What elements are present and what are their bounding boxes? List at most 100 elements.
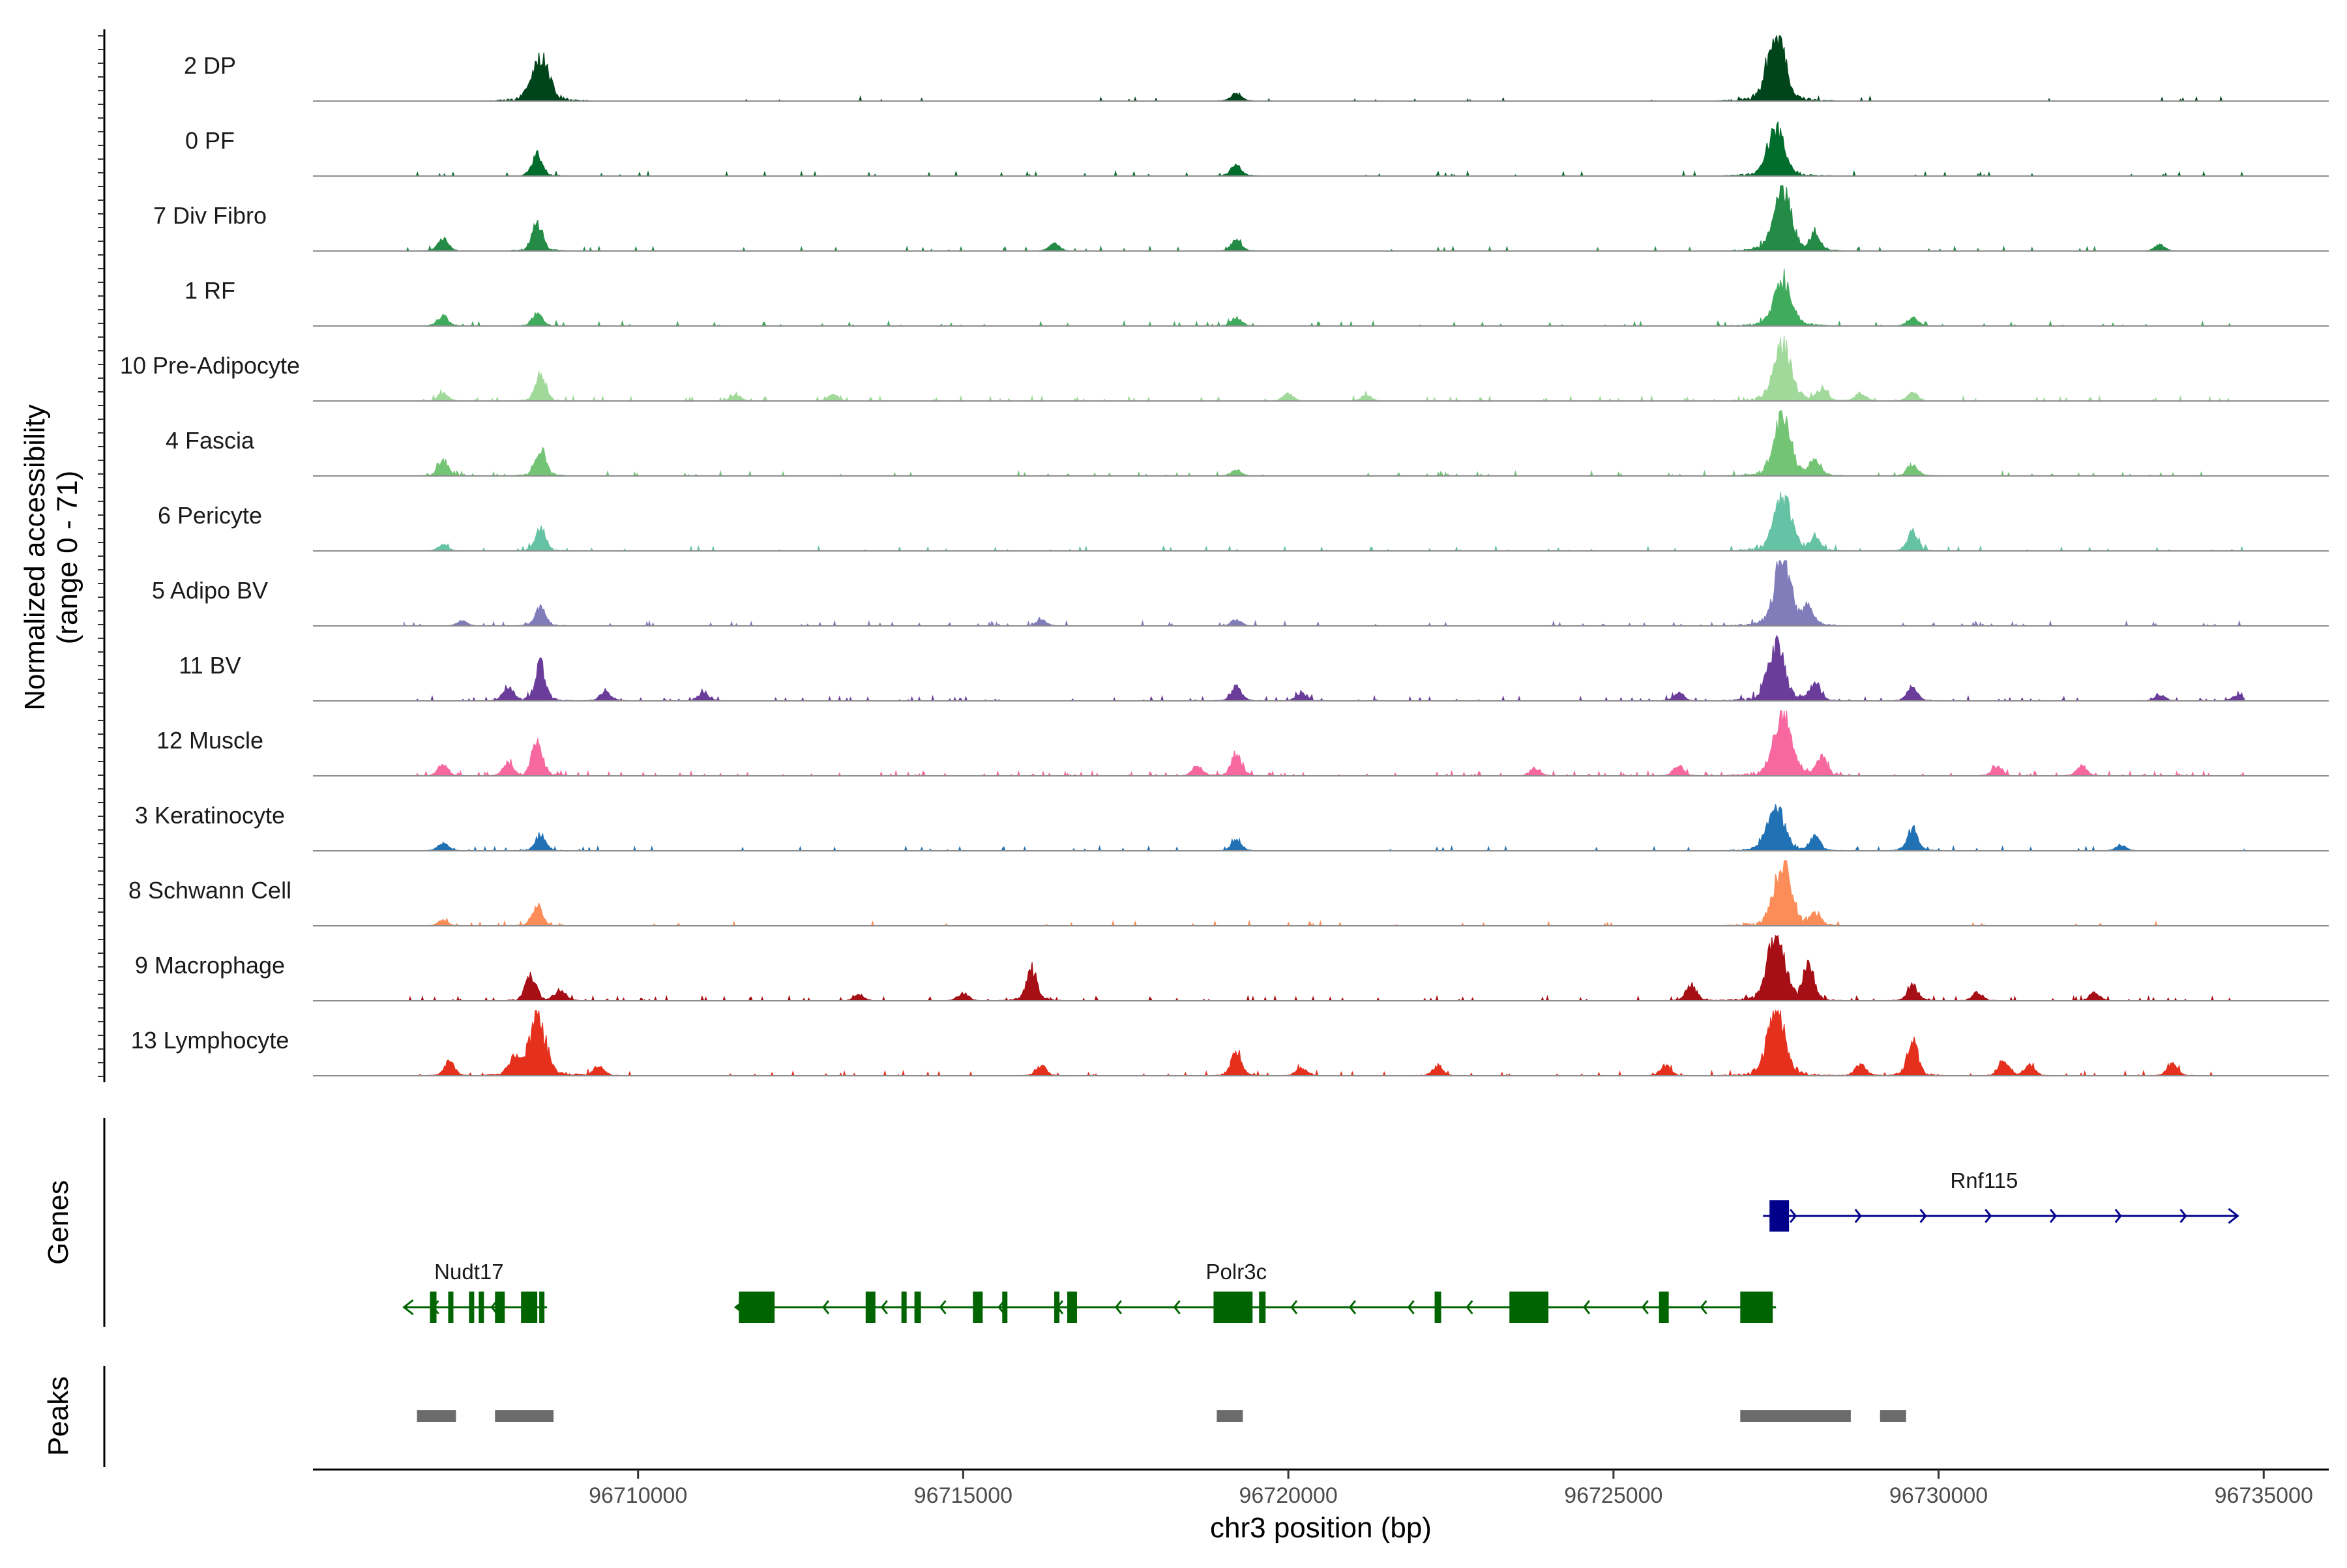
gene-Rnf115: Rnf115 <box>1763 1168 2239 1232</box>
exon <box>1002 1292 1008 1323</box>
strand-arrow <box>939 1300 947 1314</box>
peak-region <box>495 1410 554 1422</box>
exon <box>469 1292 475 1323</box>
track-label: 12 Muscle <box>156 727 263 754</box>
track-1: 2 DP <box>184 35 2329 102</box>
track-label: 0 PF <box>185 127 235 154</box>
exon <box>1769 1200 1790 1232</box>
track-14: 13 Lymphocyte <box>131 1009 2329 1076</box>
track-6: 4 Fascia <box>166 410 2329 477</box>
strand-arrow <box>1789 1209 1797 1223</box>
track-12: 8 Schwann Cell <box>128 860 2329 927</box>
strand-arrow <box>1407 1300 1415 1314</box>
gene-Nudt17: Nudt17 <box>402 1260 548 1323</box>
gene-label: Nudt17 <box>434 1260 503 1284</box>
strand-arrow <box>1583 1300 1591 1314</box>
exon <box>430 1292 437 1323</box>
y-axis-title-line2: (range 0 - 71) <box>52 471 83 645</box>
exon <box>521 1292 538 1323</box>
exon <box>1659 1292 1669 1323</box>
strand-arrow <box>2114 1209 2122 1223</box>
genes-panel: Rnf115 Nudt17 Polr3c <box>402 1168 2239 1323</box>
track-8: 5 Adipo BV <box>152 560 2329 628</box>
strand-arrow <box>1173 1300 1181 1314</box>
strand-arrow <box>1854 1209 1862 1223</box>
peak-region <box>417 1410 456 1422</box>
peak-region <box>1740 1410 1851 1422</box>
exon <box>1434 1292 1441 1323</box>
strand-arrow <box>1700 1300 1707 1314</box>
exon <box>448 1292 454 1323</box>
track-label: 4 Fascia <box>166 427 255 454</box>
track-label: 1 RF <box>185 277 235 304</box>
exon <box>865 1292 876 1323</box>
x-tick-label: 96730000 <box>1889 1483 1988 1508</box>
y-axis <box>98 29 106 1082</box>
strand-arrow <box>2049 1209 2058 1223</box>
coverage-tracks: 2 DP 0 PF 7 Div Fibro 1 RF 10 Pre-Adipocyte 4… <box>120 35 2329 1076</box>
x-tick-label: 96725000 <box>1564 1483 1662 1508</box>
peaks-panel-title: Peaks <box>42 1376 74 1456</box>
track-label: 8 Schwann Cell <box>128 877 291 904</box>
track-2: 0 PF <box>185 121 2329 177</box>
track-label: 3 Keratinocyte <box>135 802 285 829</box>
strand-arrow <box>1466 1300 1473 1314</box>
strand-arrow <box>1114 1300 1122 1314</box>
peaks-panel <box>417 1410 1906 1422</box>
track-10: 12 Muscle <box>156 710 2329 777</box>
track-3: 7 Div Fibro <box>153 185 2329 252</box>
track-label: 11 BV <box>179 652 241 679</box>
exon <box>1509 1292 1549 1323</box>
strand-arrow <box>880 1300 888 1314</box>
track-4: 1 RF <box>185 269 2329 327</box>
x-tick-label: 96715000 <box>914 1483 1012 1508</box>
y-axis-title-line1: Normalized accessibility <box>19 404 51 710</box>
peak-region <box>1217 1410 1243 1422</box>
peak-region <box>1880 1410 1906 1422</box>
track-label: 10 Pre-Adipocyte <box>120 352 300 379</box>
strand-arrow <box>1919 1209 1927 1223</box>
x-tick-label: 96720000 <box>1239 1483 1337 1508</box>
gene-end-arrow <box>402 1299 414 1316</box>
track-11: 3 Keratinocyte <box>135 802 2329 851</box>
exon <box>901 1292 907 1323</box>
track-label: 6 Pericyte <box>158 502 262 529</box>
strand-arrow <box>1641 1300 1649 1314</box>
gene-label: Polr3c <box>1206 1260 1267 1284</box>
track-label: 13 Lymphocyte <box>131 1027 289 1054</box>
exon <box>1067 1292 1077 1323</box>
x-tick-label: 96710000 <box>589 1483 687 1508</box>
exon <box>914 1292 921 1323</box>
track-label: 5 Adipo BV <box>152 577 268 604</box>
track-5: 10 Pre-Adipocyte <box>120 335 2329 402</box>
strand-arrow <box>1348 1300 1357 1314</box>
track-13: 9 Macrophage <box>135 934 2329 1002</box>
track-9: 11 BV <box>179 634 2329 702</box>
strand-arrow <box>822 1300 830 1314</box>
exon <box>1740 1292 1773 1323</box>
exon <box>539 1292 545 1323</box>
x-axis-title: chr3 position (bp) <box>1210 1512 1432 1544</box>
exon <box>495 1292 505 1323</box>
exon <box>1213 1292 1253 1323</box>
genes-panel-title: Genes <box>42 1180 74 1265</box>
x-axis-ticks: 96710000 96715000 96720000 96725000 96730000… <box>589 1470 2313 1508</box>
gene-label: Rnf115 <box>1950 1168 2018 1192</box>
strand-arrow <box>2179 1209 2187 1223</box>
exon <box>479 1292 484 1323</box>
exon <box>1259 1292 1266 1323</box>
track-label: 9 Macrophage <box>135 952 285 979</box>
gene-end-arrow <box>2228 1207 2239 1224</box>
exon <box>1054 1292 1060 1323</box>
track-label: 2 DP <box>184 52 236 79</box>
exon <box>973 1292 983 1323</box>
strand-arrow <box>1290 1300 1298 1314</box>
track-label: 7 Div Fibro <box>153 202 267 229</box>
track-7: 6 Pericyte <box>158 492 2329 552</box>
x-tick-label: 96735000 <box>2215 1483 2313 1508</box>
strand-arrow <box>1985 1209 1992 1223</box>
gene-Polr3c: Polr3c <box>733 1260 1777 1323</box>
exon <box>739 1292 775 1323</box>
